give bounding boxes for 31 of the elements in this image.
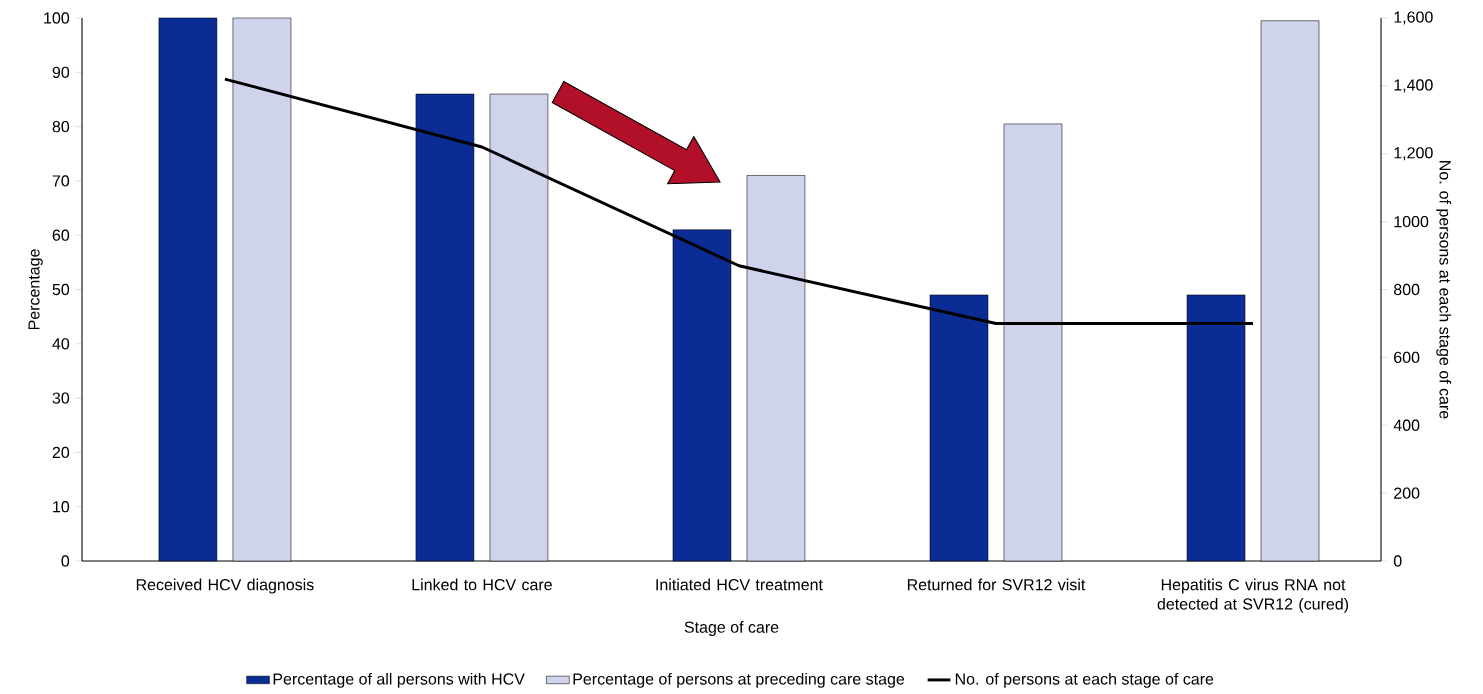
y2-tick-label: 1,400 bbox=[1394, 79, 1433, 93]
x-tick-label: Initiated HCV treatment bbox=[656, 578, 823, 591]
y-tick-label: 20 bbox=[52, 446, 70, 459]
y-tick-label: 100 bbox=[44, 12, 70, 24]
x-tick-label: Linked to HCV care bbox=[412, 578, 552, 591]
y-tick-label: 30 bbox=[52, 392, 70, 404]
x-tick-label: Received HCV diagnosis bbox=[136, 578, 314, 594]
x-tick-label: Returned for SVR12 visit bbox=[907, 578, 1086, 591]
y-tick-label: 70 bbox=[52, 175, 70, 187]
y2-tick-label: 600 bbox=[1394, 351, 1420, 364]
x-axis-title: Stage of care bbox=[684, 621, 779, 637]
y-tick-label: 90 bbox=[52, 66, 70, 78]
y-tick-label: 40 bbox=[52, 338, 70, 350]
y-axis-title: Percentage bbox=[28, 249, 43, 330]
y2-tick-label: 200 bbox=[1394, 487, 1420, 499]
y2-tick-label: 1000 bbox=[1394, 215, 1429, 228]
y-tick-label: 60 bbox=[52, 229, 70, 241]
y-tick-label: 10 bbox=[53, 501, 70, 513]
legend-label: Percentage of persons at preceding care stage bbox=[573, 672, 905, 688]
y-tick-label: 0 bbox=[61, 555, 70, 567]
y-tick-label: 80 bbox=[52, 120, 70, 133]
x-tick-label: Hepatitis C virus RNA not detected at SVR12 (cured) bbox=[1157, 578, 1349, 613]
y2-tick-label: 1,600 bbox=[1394, 11, 1433, 25]
legend-label: No. of persons at each stage of care bbox=[955, 672, 1214, 688]
legend-label: Percentage of all persons with HCV bbox=[273, 672, 525, 688]
y2-tick-label: 1,200 bbox=[1394, 147, 1433, 161]
y-tick-label: 50 bbox=[52, 283, 70, 296]
y2-tick-label: 800 bbox=[1393, 283, 1420, 296]
y2-axis-title: No. of persons at each stage of care bbox=[1436, 161, 1452, 419]
y2-tick-label: 0 bbox=[1393, 555, 1402, 567]
y2-tick-label: 400 bbox=[1393, 419, 1420, 431]
